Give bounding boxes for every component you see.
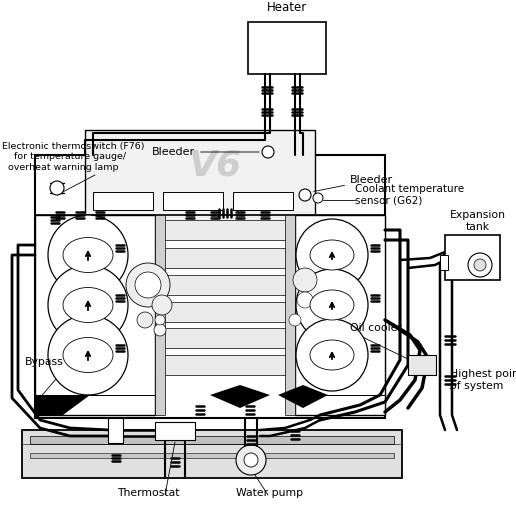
Circle shape: [48, 215, 128, 295]
Bar: [155, 248, 295, 268]
Circle shape: [468, 253, 492, 277]
Text: Bleeder: Bleeder: [314, 175, 393, 192]
Bar: [108, 418, 123, 443]
Circle shape: [299, 189, 311, 201]
Ellipse shape: [63, 337, 113, 373]
Polygon shape: [278, 385, 328, 408]
Bar: [155, 302, 295, 322]
Bar: [155, 355, 295, 375]
Ellipse shape: [310, 240, 354, 270]
Circle shape: [296, 319, 368, 391]
Circle shape: [236, 445, 266, 475]
Circle shape: [152, 295, 172, 315]
Bar: [248, 22, 326, 74]
Bar: [155, 328, 295, 348]
Text: Expansion
tank: Expansion tank: [450, 211, 506, 232]
Bar: [163, 192, 223, 210]
Polygon shape: [35, 395, 90, 415]
Polygon shape: [210, 385, 270, 408]
Text: Water pump: Water pump: [236, 488, 303, 498]
Circle shape: [244, 453, 258, 467]
Bar: [155, 275, 295, 295]
Bar: [155, 220, 295, 240]
Circle shape: [262, 146, 274, 158]
Text: Electronic thermoswitch (F76)
    for temperature gauge/
  overheat warning lamp: Electronic thermoswitch (F76) for temper…: [2, 142, 144, 172]
Ellipse shape: [63, 288, 113, 322]
Text: Heater: Heater: [267, 1, 307, 14]
Bar: [35, 155, 385, 418]
Circle shape: [296, 269, 368, 341]
Circle shape: [137, 312, 153, 328]
Circle shape: [474, 259, 486, 271]
Bar: [408, 355, 436, 375]
Circle shape: [135, 272, 161, 298]
Text: Coolant temperature
sensor (G62): Coolant temperature sensor (G62): [355, 184, 464, 206]
Bar: [22, 430, 402, 478]
Text: Oil cooler: Oil cooler: [350, 323, 402, 333]
Circle shape: [293, 268, 317, 292]
Ellipse shape: [310, 290, 354, 320]
Circle shape: [126, 263, 170, 307]
Bar: [285, 215, 295, 415]
Text: Highest point
of system: Highest point of system: [450, 369, 516, 391]
Circle shape: [48, 315, 128, 395]
Bar: [233, 192, 293, 210]
Bar: [85, 130, 315, 225]
Bar: [295, 215, 385, 415]
Circle shape: [313, 193, 323, 203]
Circle shape: [154, 324, 166, 336]
Bar: [155, 422, 195, 440]
Circle shape: [289, 314, 301, 326]
Bar: [35, 215, 155, 415]
Circle shape: [297, 292, 313, 308]
Circle shape: [296, 219, 368, 291]
Text: Bleeder: Bleeder: [152, 147, 259, 157]
Ellipse shape: [63, 238, 113, 272]
Circle shape: [50, 181, 64, 195]
Bar: [440, 255, 448, 270]
Bar: [93, 192, 153, 210]
Bar: [155, 215, 165, 415]
Circle shape: [48, 265, 128, 345]
Circle shape: [155, 315, 165, 325]
Bar: [445, 235, 500, 280]
Text: Bypass: Bypass: [25, 357, 64, 367]
Ellipse shape: [310, 340, 354, 370]
Bar: [30, 436, 394, 444]
Bar: [30, 453, 394, 458]
Text: Thermostat: Thermostat: [117, 488, 179, 498]
Text: V6: V6: [188, 148, 241, 182]
